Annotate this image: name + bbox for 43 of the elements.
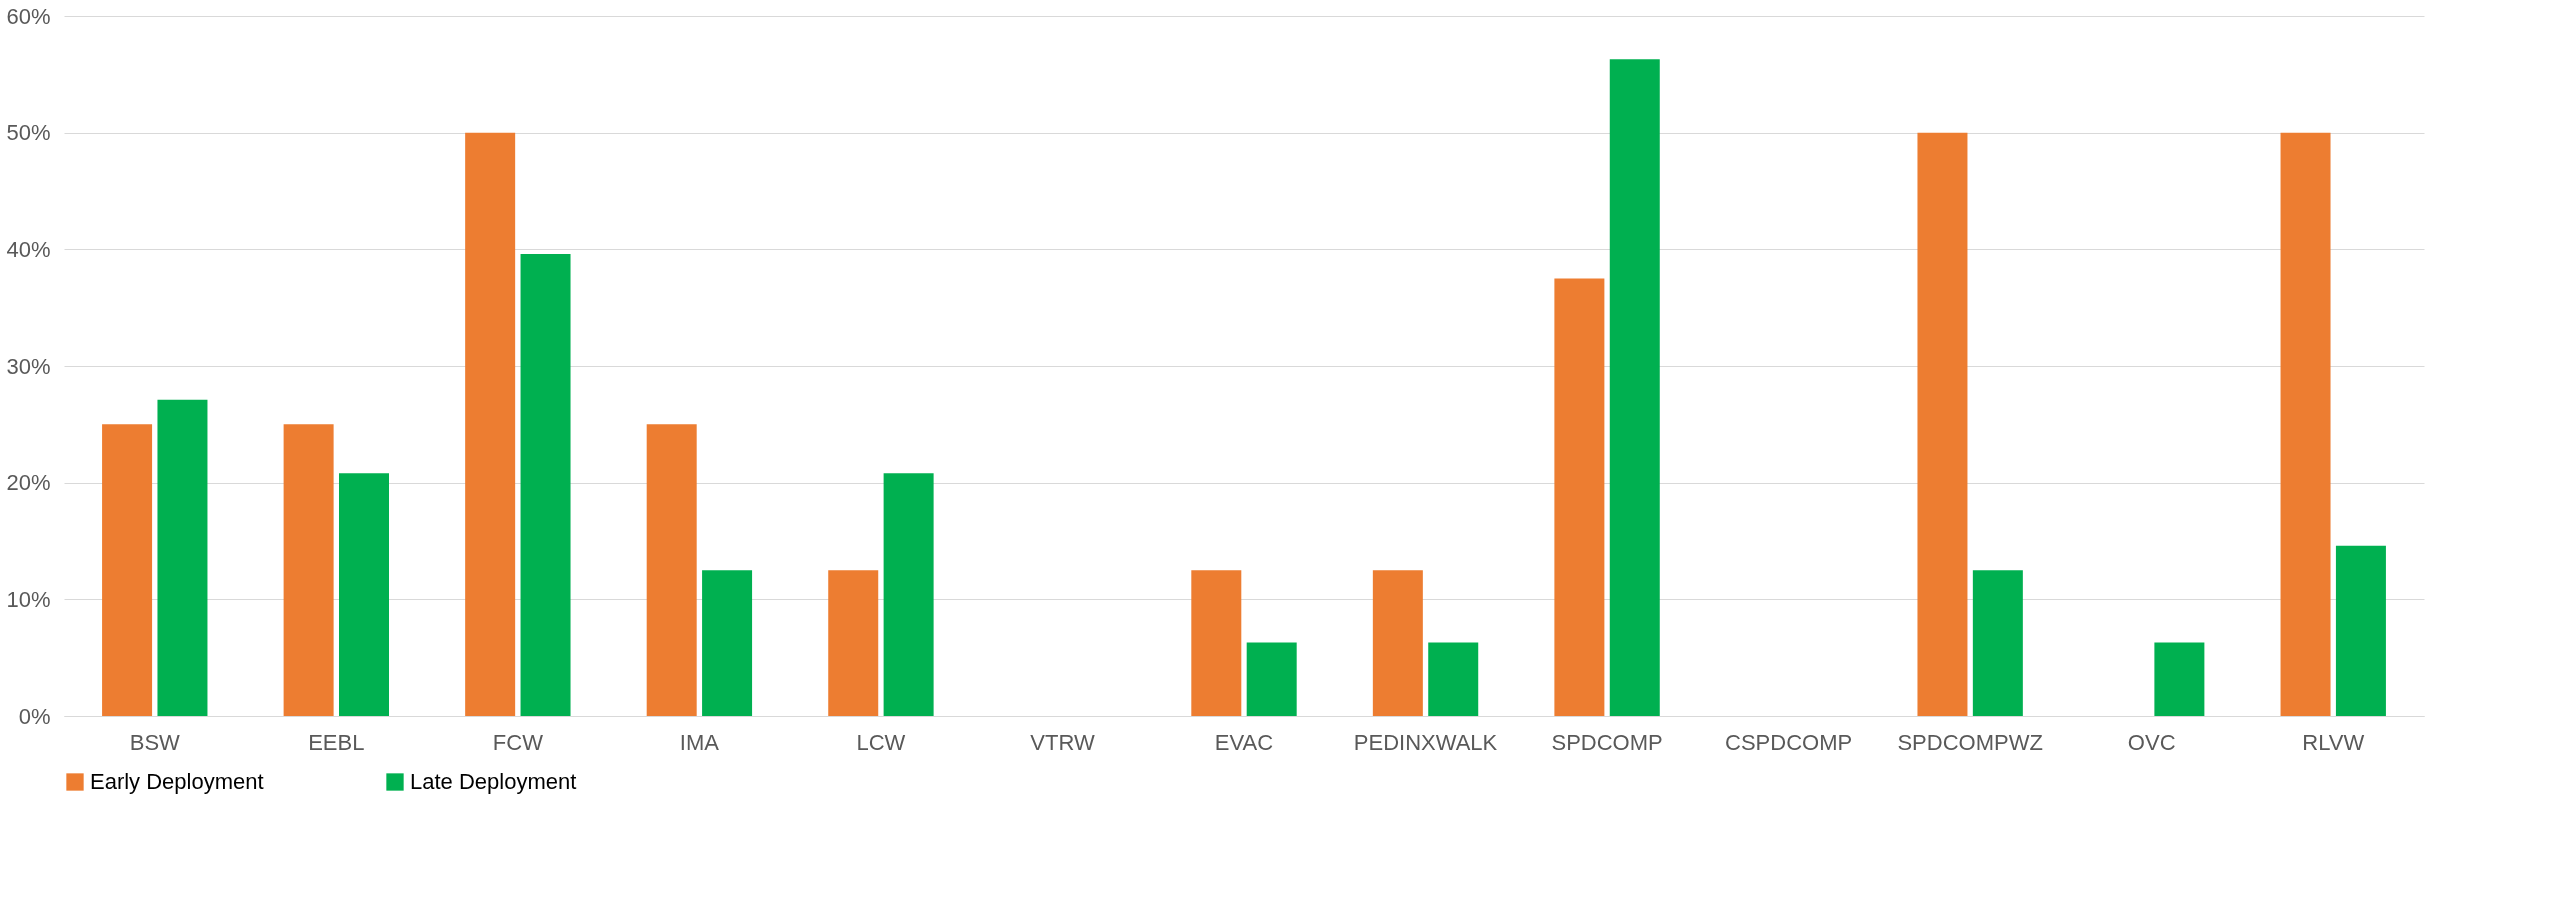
y-tick-label: 20% [6, 470, 51, 496]
y-tick-label: 50% [6, 120, 51, 146]
bar [157, 399, 208, 716]
legend-label: Early Deployment [90, 769, 264, 794]
x-tick-label: IMA [679, 729, 720, 755]
bar [1428, 642, 1479, 716]
x-tick-label: LCW [856, 729, 906, 755]
x-tick-label: OVC [2127, 729, 2176, 755]
x-tick-label: BSW [129, 729, 181, 755]
y-tick-label: 60% [6, 3, 51, 29]
x-tick-label: RLVW [2302, 729, 2365, 755]
bar [339, 473, 389, 716]
bar [1191, 570, 1242, 716]
bar [2335, 545, 2386, 716]
x-tick-label: SPDCOMPWZ [1897, 729, 2043, 755]
bar [646, 424, 697, 716]
x-tick-label: PEDINXWALK [1353, 729, 1498, 755]
y-tick-label: 30% [6, 353, 51, 379]
bar [1554, 278, 1605, 716]
bar [102, 424, 153, 716]
x-tick-label: SPDCOMP [1551, 729, 1663, 755]
bar [2280, 132, 2331, 716]
x-tick-label: VTRW [1030, 729, 1095, 755]
y-tick-label: 10% [6, 586, 51, 612]
y-tick-label: 0% [18, 703, 51, 729]
bar [702, 570, 753, 716]
bar [465, 132, 516, 716]
bar [1917, 132, 1968, 716]
x-tick-label: EEBL [308, 729, 365, 755]
bar [883, 473, 934, 716]
y-tick-label: 40% [6, 236, 51, 262]
x-tick-label: FCW [492, 729, 544, 755]
bar [1609, 59, 1660, 716]
bar [520, 254, 571, 716]
bar [2154, 642, 2205, 716]
bar [1972, 570, 2023, 716]
x-tick-label: CSPDCOMP [1725, 729, 1853, 755]
legend-label: Late Deployment [410, 769, 577, 794]
bar [1372, 570, 1423, 716]
bar [283, 424, 334, 716]
bar [828, 570, 879, 716]
x-tick-label: EVAC [1214, 729, 1274, 755]
bar [1246, 642, 1297, 716]
